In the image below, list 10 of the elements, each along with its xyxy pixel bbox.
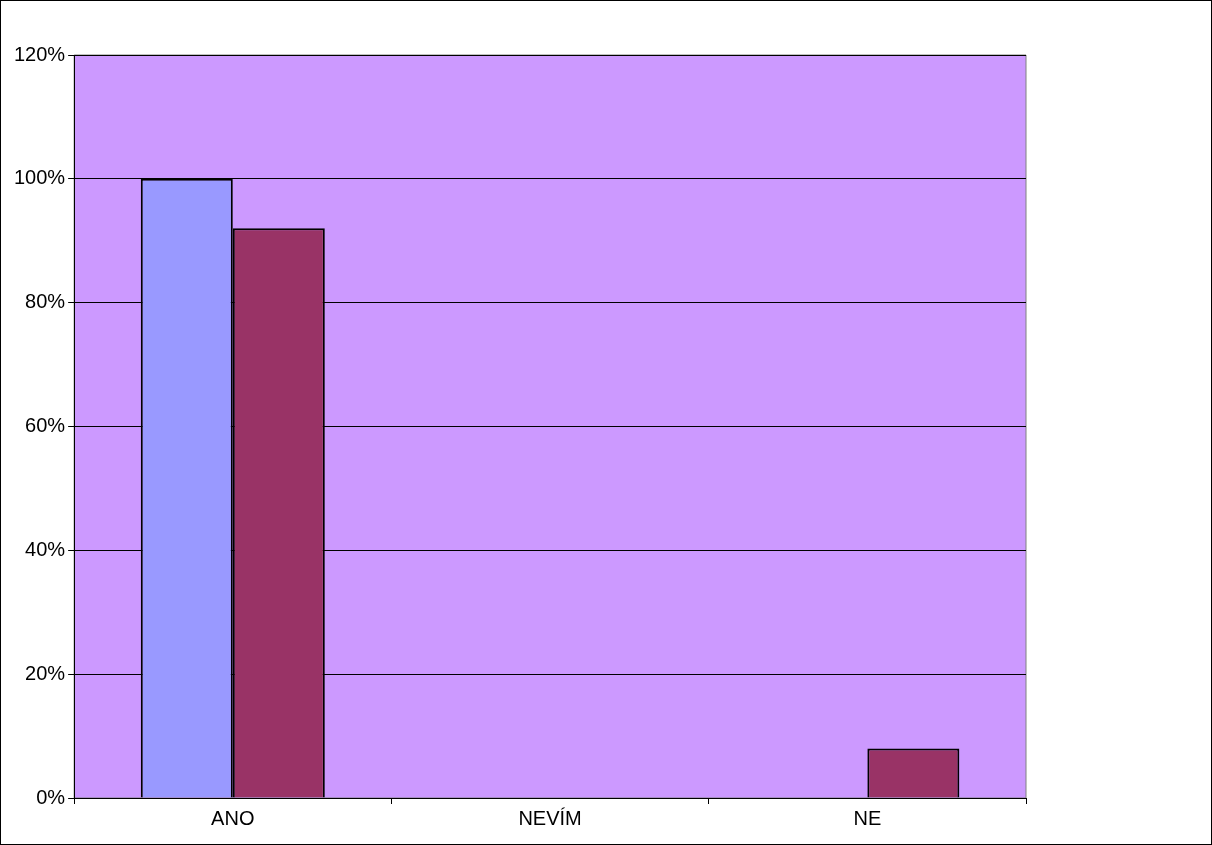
x-tick-label: NEVÍM <box>518 806 582 829</box>
y-tick-label: 40% <box>25 537 66 560</box>
y-tick-label: 20% <box>25 661 66 684</box>
y-tick-label: 120% <box>14 42 66 65</box>
y-tick-label: 80% <box>25 290 66 313</box>
y-tick-label: 100% <box>14 166 66 189</box>
x-tick-label: NE <box>853 806 882 829</box>
y-tick-label: 0% <box>36 785 66 808</box>
y-tick-label: 60% <box>25 414 66 437</box>
x-tick-label: ANO <box>211 806 255 829</box>
